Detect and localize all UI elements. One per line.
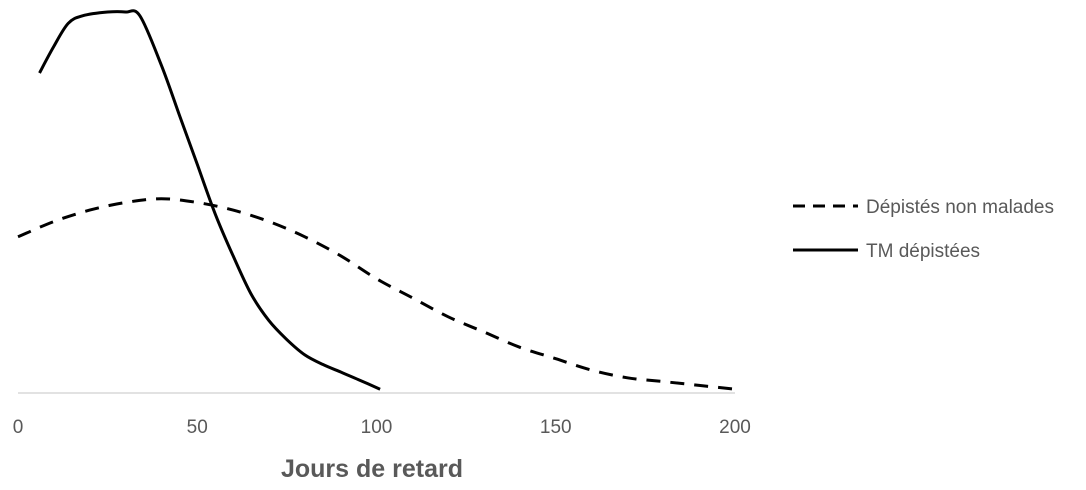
x-tick-label: 200 xyxy=(719,417,751,438)
legend: Dépistés non malades TM dépistées xyxy=(793,197,1054,262)
legend-label-2: TM dépistées xyxy=(866,241,980,262)
series-line-2 xyxy=(38,9,381,391)
x-tick-label: 150 xyxy=(540,417,572,438)
x-tick-label: 100 xyxy=(361,417,393,438)
x-axis-ticks: 0 50 100 150 200 xyxy=(13,417,751,438)
x-axis-label: Jours de retard xyxy=(281,455,463,483)
series-line-1 xyxy=(17,197,736,391)
x-tick-label: 50 xyxy=(187,417,208,438)
plot-area xyxy=(17,9,736,394)
x-tick-label: 0 xyxy=(13,417,24,438)
legend-label-1: Dépistés non malades xyxy=(866,197,1054,218)
